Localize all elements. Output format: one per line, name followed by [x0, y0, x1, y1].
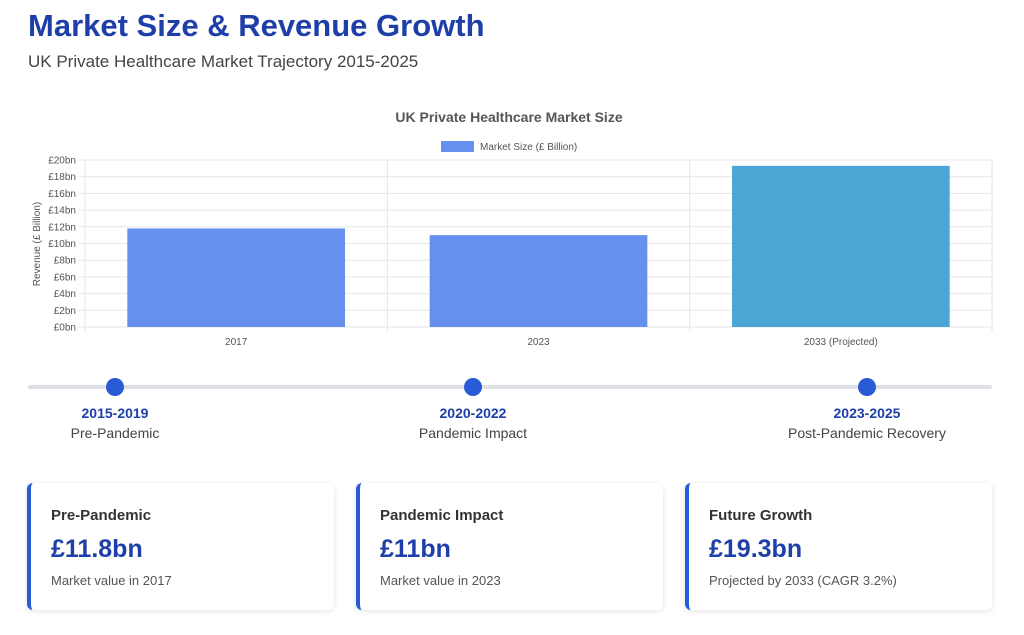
- card-title: Future Growth: [709, 507, 813, 524]
- y-tick-label: £8bn: [54, 256, 76, 267]
- milestone-dot: [106, 378, 124, 396]
- stat-card-pandemic-impact: Pandemic Impact £11bn Market value in 20…: [356, 483, 663, 610]
- card-description: Projected by 2033 (CAGR 3.2%): [709, 573, 897, 588]
- bar[interactable]: [731, 165, 950, 327]
- milestone: 2023-2025 Post-Pandemic Recovery: [757, 378, 977, 441]
- legend-swatch: [441, 141, 474, 152]
- milestone-label: Pandemic Impact: [418, 425, 528, 441]
- y-tick-label: £10bn: [48, 239, 76, 250]
- card-value: £19.3bn: [709, 535, 803, 563]
- milestone: 2015-2019 Pre-Pandemic: [5, 378, 225, 441]
- timeline-track: [28, 385, 992, 389]
- x-tick-label: 2017: [225, 337, 248, 348]
- card-value: £11bn: [380, 535, 451, 563]
- bar[interactable]: [429, 235, 648, 327]
- y-tick-label: £6bn: [54, 272, 76, 283]
- milestone-label: Post-Pandemic Recovery: [788, 425, 946, 441]
- milestone: 2020-2022 Pandemic Impact: [363, 378, 583, 441]
- milestone-year: 2015-2019: [81, 405, 149, 421]
- y-tick-label: £14bn: [48, 206, 76, 217]
- y-tick-label: £12bn: [48, 222, 76, 233]
- milestone-year: 2020-2022: [439, 405, 507, 421]
- card-description: Market value in 2017: [51, 573, 172, 588]
- milestone-dot: [464, 378, 482, 396]
- bars: [127, 165, 950, 327]
- page-title: Market Size & Revenue Growth: [28, 8, 485, 43]
- page-subtitle: UK Private Healthcare Market Trajectory …: [28, 52, 419, 71]
- y-tick-label: £20bn: [48, 156, 76, 167]
- y-tick-label: £0bn: [54, 323, 76, 334]
- card-title: Pre-Pandemic: [51, 507, 152, 524]
- y-axis-title: Revenue (£ Billion): [32, 202, 43, 287]
- stat-card-pre-pandemic: Pre-Pandemic £11.8bn Market value in 201…: [27, 483, 334, 610]
- x-tick-label: 2023: [527, 337, 550, 348]
- milestone-label: Pre-Pandemic: [70, 425, 160, 441]
- stat-card-future-growth: Future Growth £19.3bn Projected by 2033 …: [685, 483, 992, 610]
- bar[interactable]: [127, 228, 346, 327]
- milestone-dot: [858, 378, 876, 396]
- y-tick-label: £16bn: [48, 189, 76, 200]
- legend-label: Market Size (£ Billion): [480, 142, 577, 153]
- y-tick-label: £18bn: [48, 172, 76, 183]
- chart-title: UK Private Healthcare Market Size: [395, 109, 622, 125]
- chart-canvas: UK Private Healthcare Market Size Market…: [32, 109, 993, 348]
- x-axis-ticks: 2017 2023 2033 (Projected): [225, 337, 878, 348]
- y-tick-label: £4bn: [54, 289, 76, 300]
- market-size-chart: UK Private Healthcare Market Size Market…: [0, 100, 1024, 360]
- card-description: Market value in 2023: [380, 573, 501, 588]
- timeline: 2015-2019 Pre-Pandemic 2020-2022 Pandemi…: [0, 370, 1024, 450]
- x-tick-label: 2033 (Projected): [804, 337, 878, 348]
- chart-legend[interactable]: Market Size (£ Billion): [441, 141, 577, 153]
- y-tick-label: £2bn: [54, 306, 76, 317]
- y-axis-ticks: £0bn £2bn £4bn £6bn £8bn £10bn £12bn £14bn £16bn…: [48, 156, 76, 334]
- card-value: £11.8bn: [51, 535, 143, 563]
- milestone-year: 2023-2025: [833, 405, 901, 421]
- card-title: Pandemic Impact: [380, 507, 504, 524]
